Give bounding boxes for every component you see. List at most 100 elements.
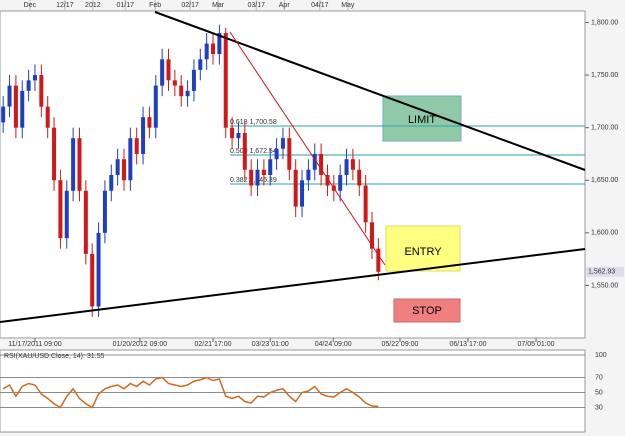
candle-body — [376, 248, 381, 272]
x-tick-label: 02/21 17:00 — [195, 341, 232, 348]
candle-body — [312, 153, 317, 170]
y-tick-label: 1,750.00 — [591, 72, 618, 79]
candle-body — [26, 80, 31, 91]
candle-body — [249, 169, 254, 186]
stop-box — [393, 298, 461, 323]
candle-body — [141, 117, 146, 154]
candle-body — [369, 222, 374, 249]
entry-label: ENTRY — [404, 246, 442, 258]
candle-body — [325, 175, 330, 186]
candle-body — [96, 232, 101, 307]
candle-body — [147, 117, 152, 128]
stop-label: STOP — [412, 305, 442, 317]
candle-body — [223, 33, 228, 128]
rsi-tick-label: 30 — [595, 404, 603, 411]
candle-body — [230, 127, 235, 139]
candle-body — [236, 132, 241, 139]
candle-body — [109, 175, 114, 191]
y-tick-label: 1,800.00 — [591, 19, 618, 26]
candle-body — [338, 175, 343, 191]
top-x-tick-label: 03/17 — [247, 2, 265, 9]
fib-label: 0.500 1,672.54 — [230, 148, 277, 155]
rsi-line — [2, 376, 379, 409]
candle-body — [261, 169, 266, 175]
candle-body — [211, 43, 216, 55]
top-x-tick-label: 02/17 — [181, 2, 199, 9]
candle-body — [128, 138, 133, 181]
candle-body — [20, 90, 25, 128]
candle-body — [32, 75, 37, 81]
top-x-tick-label: 01/17 — [117, 2, 135, 9]
candle-body — [83, 190, 88, 254]
candle-body — [306, 169, 311, 181]
y-tick-label: 1,700.00 — [591, 125, 618, 132]
candle-body — [39, 75, 44, 107]
candle-body — [7, 85, 12, 107]
rsi-title: RSI(XAU/USD.Close, 14): 31.55 — [4, 353, 104, 360]
candle-body — [280, 138, 285, 149]
x-tick-label: 04/24 09:00 — [315, 341, 352, 348]
y-tick-label: 1,550.00 — [591, 282, 618, 289]
candle-body — [64, 190, 69, 239]
y-tick-label: 1,650.00 — [591, 177, 618, 184]
rsi-tick-label: 100 — [595, 352, 607, 359]
candle-body — [363, 185, 368, 223]
entry-box — [385, 225, 461, 272]
top-x-tick-label: Apr — [279, 2, 291, 9]
candle-body — [350, 159, 355, 170]
trend-line-upper — [154, 11, 586, 171]
rsi-tick-label: 70 — [595, 374, 603, 381]
candle-body — [71, 138, 76, 191]
last-price-label: 1,562.93 — [588, 269, 615, 276]
candle-body — [45, 106, 50, 128]
x-tick-label: 05/22 09:00 — [381, 341, 418, 348]
x-tick-label: 03/23 01:00 — [252, 341, 289, 348]
x-tick-label: 07/05 01:00 — [518, 341, 555, 348]
x-tick-label: 06/13 17:00 — [450, 341, 487, 348]
candle-body — [268, 159, 273, 175]
limit-label: LIMIT — [408, 114, 436, 126]
candle-body — [179, 85, 184, 97]
candle-body — [300, 180, 305, 207]
candle-body — [191, 69, 196, 91]
candle-body — [90, 253, 95, 307]
fib-label: 0.382 1,645.39 — [230, 177, 277, 184]
candle-body — [293, 169, 298, 207]
limit-box — [382, 95, 462, 142]
candle-body — [166, 59, 171, 81]
trend-line-lower — [0, 248, 586, 323]
candle-body — [357, 169, 362, 186]
candle-body — [153, 85, 158, 128]
top-x-tick-label: 12/17 — [56, 2, 74, 9]
top-x-tick-label: Feb — [149, 2, 161, 9]
candle-body — [121, 159, 126, 181]
top-x-tick-label: Dec — [24, 2, 37, 9]
candle-body — [217, 33, 222, 55]
candle-body — [160, 59, 165, 86]
marks: 1,800.00 1,750.00 1,700.00 1,650.00 1,600.00… — [0, 0, 624, 411]
candle-body — [198, 59, 203, 70]
candle-body — [172, 80, 177, 86]
candle-body — [102, 190, 107, 233]
candle-body — [204, 43, 209, 60]
candle-body — [274, 148, 279, 160]
candle-body — [115, 159, 120, 175]
rsi-panel — [0, 349, 586, 433]
candle-body — [185, 90, 190, 97]
candle-body — [255, 169, 260, 186]
candle-body — [58, 180, 63, 239]
x-tick-label: 01/20/2012 09:00 — [113, 341, 168, 348]
trend-line-red — [229, 31, 386, 266]
candle-body — [287, 138, 292, 170]
fib-label: 0.618 1,700.58 — [230, 119, 277, 126]
last-price-tag — [586, 266, 624, 277]
y-tick-label: 1,600.00 — [591, 230, 618, 237]
top-x-tick-label: 2012 — [85, 2, 101, 9]
candle-body — [242, 132, 247, 170]
candle-body — [1, 106, 6, 123]
candle-body — [134, 138, 139, 154]
candle-body — [13, 85, 18, 128]
candle-body — [344, 159, 349, 175]
x-tick-label: 11/17/2011 09:00 — [8, 341, 62, 348]
